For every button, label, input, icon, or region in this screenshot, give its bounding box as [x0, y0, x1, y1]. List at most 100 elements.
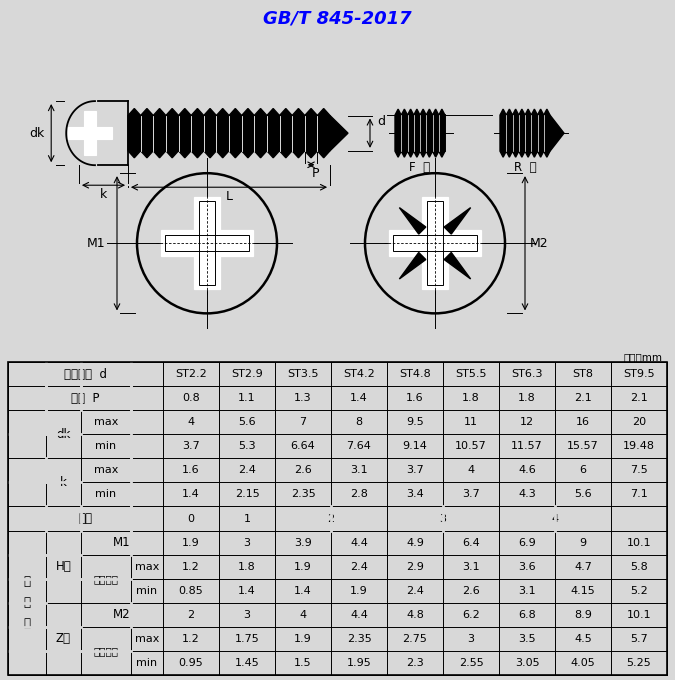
Text: 2.35: 2.35: [347, 634, 371, 644]
Text: min: min: [136, 658, 157, 668]
Text: k: k: [60, 476, 67, 489]
Text: 1.9: 1.9: [350, 585, 368, 596]
Text: 3.7: 3.7: [182, 441, 200, 452]
Text: 16: 16: [576, 418, 590, 427]
Text: L: L: [225, 190, 232, 203]
Text: 4.05: 4.05: [570, 658, 595, 668]
Text: 2.6: 2.6: [462, 585, 480, 596]
Text: 槽号: 槽号: [78, 512, 92, 525]
Text: 4.7: 4.7: [574, 562, 592, 572]
Text: 3: 3: [439, 513, 446, 524]
Text: 1.75: 1.75: [235, 634, 259, 644]
Text: 1.6: 1.6: [182, 465, 200, 475]
Bar: [84, 111, 96, 155]
Text: ST4.2: ST4.2: [343, 369, 375, 379]
Text: 3.7: 3.7: [406, 465, 424, 475]
Text: 公称直径  d: 公称直径 d: [64, 367, 107, 381]
Text: 15.57: 15.57: [567, 441, 599, 452]
Text: 1: 1: [244, 513, 250, 524]
Polygon shape: [128, 109, 330, 158]
Polygon shape: [330, 116, 348, 151]
Text: 4: 4: [300, 610, 306, 619]
Text: 3.6: 3.6: [518, 562, 536, 572]
Text: 4.5: 4.5: [574, 634, 592, 644]
Bar: [68, 127, 112, 139]
Text: 3.1: 3.1: [462, 562, 480, 572]
Text: 4.15: 4.15: [570, 585, 595, 596]
Text: min: min: [95, 490, 117, 499]
Text: M1: M1: [113, 536, 131, 549]
Text: 6.2: 6.2: [462, 610, 480, 619]
Text: 2.55: 2.55: [458, 658, 483, 668]
Text: 十
字
槽: 十 字 槽: [24, 575, 30, 630]
Text: 7: 7: [300, 418, 306, 427]
Text: 12: 12: [520, 418, 534, 427]
Text: ST5.5: ST5.5: [455, 369, 487, 379]
Text: 4: 4: [467, 465, 475, 475]
Text: 7.64: 7.64: [346, 441, 371, 452]
Text: 10.1: 10.1: [626, 610, 651, 619]
Text: Z型: Z型: [56, 632, 71, 645]
Text: 6.8: 6.8: [518, 610, 536, 619]
Text: 3.5: 3.5: [518, 634, 536, 644]
Text: 1.2: 1.2: [182, 562, 200, 572]
Text: k: k: [100, 188, 107, 201]
Text: 9.5: 9.5: [406, 418, 424, 427]
Bar: [393, 235, 477, 252]
Text: 3.05: 3.05: [514, 658, 539, 668]
Text: dk: dk: [56, 428, 71, 441]
Text: 1.4: 1.4: [350, 393, 368, 403]
Text: 2.15: 2.15: [235, 490, 259, 499]
Text: 插入深度: 插入深度: [94, 574, 119, 583]
Text: P: P: [311, 167, 319, 180]
Text: 11.57: 11.57: [511, 441, 543, 452]
Text: 4.6: 4.6: [518, 465, 536, 475]
Polygon shape: [395, 109, 445, 157]
Text: R  型: R 型: [514, 160, 537, 173]
Text: C  型: C 型: [197, 203, 221, 216]
Text: 10.57: 10.57: [455, 441, 487, 452]
Text: 7.1: 7.1: [630, 490, 648, 499]
Text: dk: dk: [30, 126, 45, 139]
Text: 1.9: 1.9: [182, 538, 200, 547]
Polygon shape: [400, 252, 426, 279]
Text: min: min: [95, 441, 117, 452]
Text: max: max: [94, 418, 118, 427]
Text: min: min: [136, 585, 157, 596]
Text: 4.4: 4.4: [350, 538, 368, 547]
Text: 0.8: 0.8: [182, 393, 200, 403]
Text: 1.1: 1.1: [238, 393, 256, 403]
Text: 3: 3: [468, 634, 475, 644]
Polygon shape: [444, 252, 470, 279]
Text: 1.8: 1.8: [518, 393, 536, 403]
Text: 1.8: 1.8: [462, 393, 480, 403]
Text: 6.4: 6.4: [462, 538, 480, 547]
Text: 0.85: 0.85: [179, 585, 203, 596]
Text: 5.7: 5.7: [630, 634, 648, 644]
Text: 2: 2: [188, 610, 194, 619]
Bar: [161, 231, 253, 256]
Text: 5.25: 5.25: [626, 658, 651, 668]
Text: 2.4: 2.4: [350, 562, 368, 572]
Text: 4: 4: [551, 513, 559, 524]
Polygon shape: [444, 207, 470, 234]
Text: 3: 3: [244, 538, 250, 547]
Text: M1: M1: [86, 237, 105, 250]
Text: 2.1: 2.1: [630, 393, 648, 403]
Text: 11: 11: [464, 418, 478, 427]
Text: 2.4: 2.4: [238, 465, 256, 475]
Text: 3.1: 3.1: [518, 585, 536, 596]
Text: 1.95: 1.95: [347, 658, 371, 668]
Text: d: d: [377, 115, 385, 128]
Text: 3: 3: [244, 610, 250, 619]
Text: 1.3: 1.3: [294, 393, 312, 403]
Text: 9: 9: [579, 538, 587, 547]
Text: max: max: [135, 634, 159, 644]
Text: 1.2: 1.2: [182, 634, 200, 644]
Text: GB/T 845-2017: GB/T 845-2017: [263, 9, 411, 27]
Text: 8.9: 8.9: [574, 610, 592, 619]
Text: 5.6: 5.6: [238, 418, 256, 427]
Text: 19.48: 19.48: [623, 441, 655, 452]
Text: 10.1: 10.1: [626, 538, 651, 547]
Text: 0.95: 0.95: [179, 658, 203, 668]
